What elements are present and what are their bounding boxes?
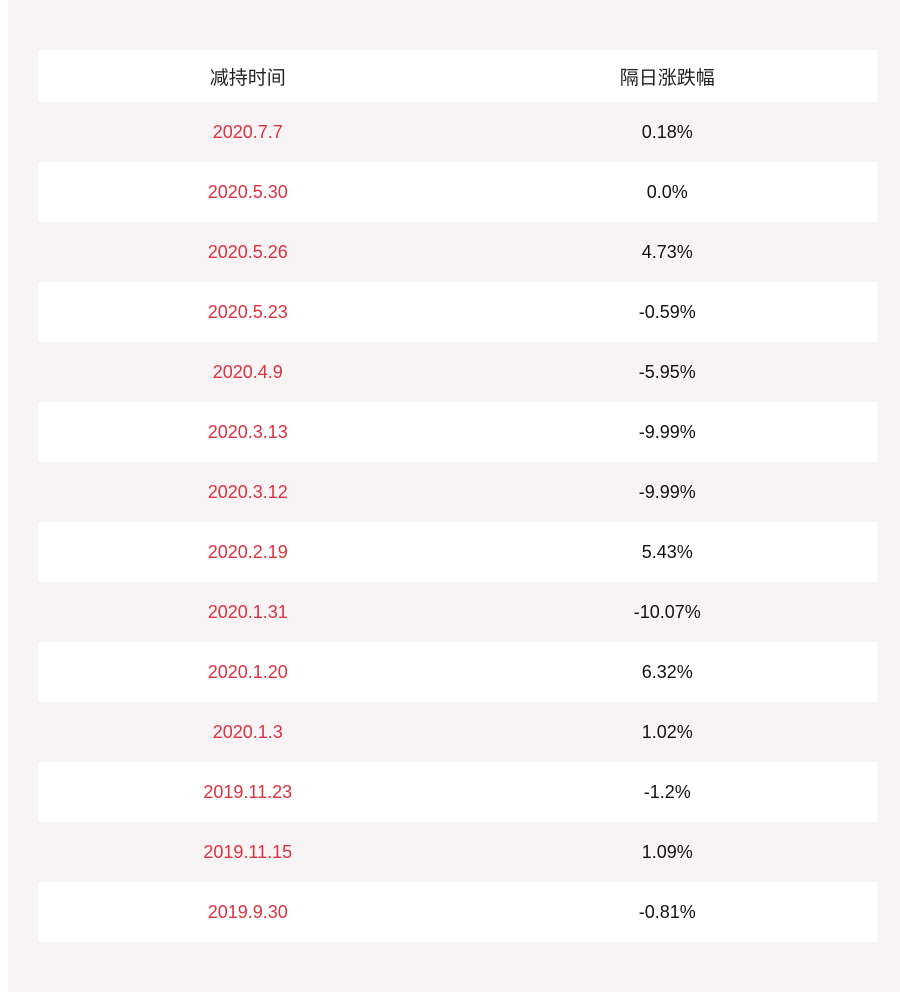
row-date: 2020.3.13 xyxy=(207,421,288,442)
row-change: 6.32% xyxy=(641,661,693,682)
table-row: 2020.3.12 -9.99% xyxy=(38,462,877,522)
row-change: 0.18% xyxy=(641,121,693,142)
row-date: 2020.4.9 xyxy=(212,361,283,382)
row-change: -10.07% xyxy=(633,601,701,622)
table-row: 2020.1.31 -10.07% xyxy=(38,582,877,642)
row-change: 4.73% xyxy=(641,241,693,262)
row-change: -9.99% xyxy=(638,481,696,502)
table-row: 2020.3.13 -9.99% xyxy=(38,402,877,462)
table-row: 2019.11.15 1.09% xyxy=(38,822,877,882)
header-next-day-change: 隔日涨跌幅 xyxy=(619,66,715,89)
table-row: 2020.5.23 -0.59% xyxy=(38,282,877,342)
table-row: 2020.5.30 0.0% xyxy=(38,162,877,222)
row-change: -0.81% xyxy=(638,901,696,922)
row-date: 2020.5.30 xyxy=(207,181,288,202)
row-change: -9.99% xyxy=(638,421,696,442)
table-header: 减持时间 隔日涨跌幅 xyxy=(38,50,877,102)
row-date: 2019.9.30 xyxy=(207,901,288,922)
row-date: 2020.2.19 xyxy=(207,541,288,562)
row-change: -0.59% xyxy=(638,301,696,322)
row-date: 2020.5.23 xyxy=(207,301,288,322)
row-date: 2020.1.20 xyxy=(207,661,288,682)
row-change: -1.2% xyxy=(643,781,691,802)
row-change: 0.0% xyxy=(646,181,688,202)
row-date: 2019.11.15 xyxy=(203,841,293,862)
row-date: 2020.7.7 xyxy=(212,121,283,142)
row-change: 1.02% xyxy=(641,721,693,742)
content-panel: 减持时间 隔日涨跌幅 2020.7.7 0.18% 2020.5.30 0.0%… xyxy=(8,0,900,992)
row-date: 2020.1.31 xyxy=(207,601,288,622)
row-change: 1.09% xyxy=(641,841,693,862)
table-row: 2020.4.9 -5.95% xyxy=(38,342,877,402)
table-row: 2020.5.26 4.73% xyxy=(38,222,877,282)
table-row: 2019.9.30 -0.81% xyxy=(38,882,877,942)
table-row: 2020.1.3 1.02% xyxy=(38,702,877,762)
row-date: 2020.1.3 xyxy=(212,721,283,742)
table-row: 2019.11.23 -1.2% xyxy=(38,762,877,822)
row-change: -5.95% xyxy=(638,361,696,382)
table-row: 2020.1.20 6.32% xyxy=(38,642,877,702)
row-change: 5.43% xyxy=(641,541,693,562)
table-row: 2020.2.19 5.43% xyxy=(38,522,877,582)
row-date: 2019.11.23 xyxy=(203,781,293,802)
table-row: 2020.7.7 0.18% xyxy=(38,102,877,162)
row-date: 2020.3.12 xyxy=(207,481,288,502)
reduction-table: 减持时间 隔日涨跌幅 2020.7.7 0.18% 2020.5.30 0.0%… xyxy=(38,50,877,942)
header-reduction-time: 减持时间 xyxy=(209,66,286,89)
row-date: 2020.5.26 xyxy=(207,241,288,262)
